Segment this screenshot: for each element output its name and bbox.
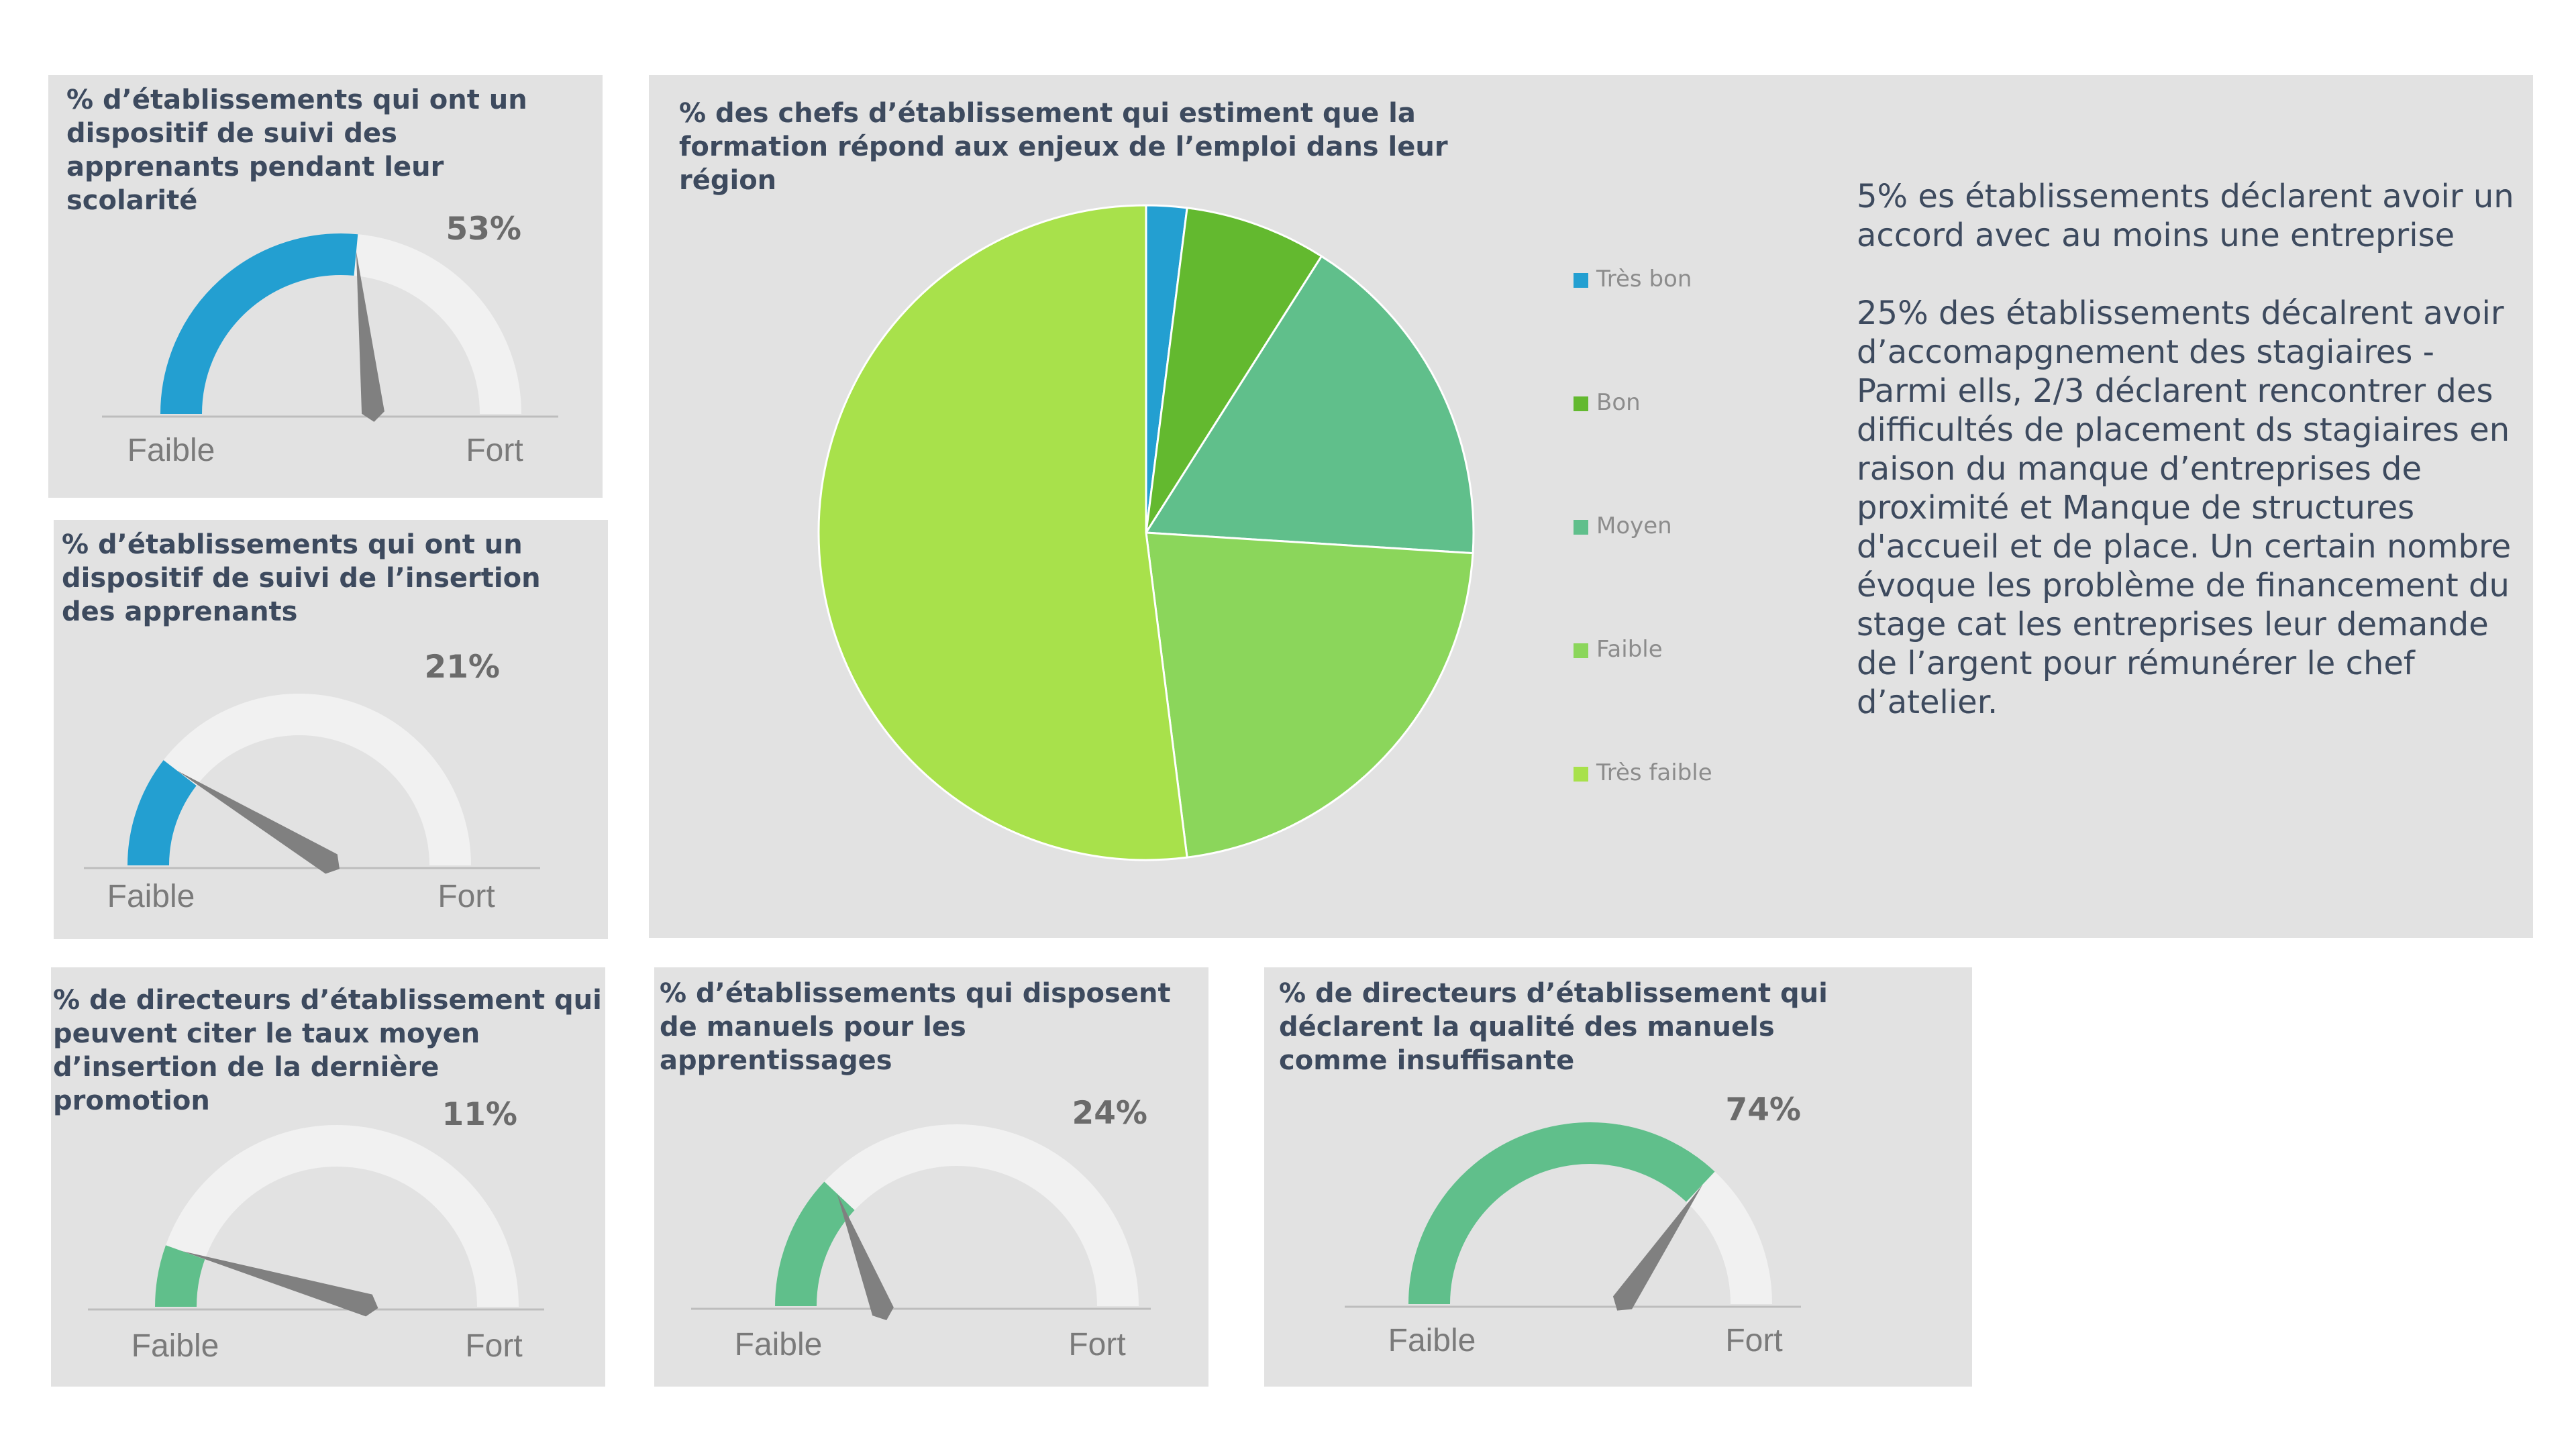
legend-swatch (1574, 273, 1588, 288)
note-paragraph-accompagnement: 25% des établissements décalrent avoir d… (1857, 294, 2512, 721)
gauge-low-label: Faible (735, 1327, 823, 1362)
gauge-needle (177, 771, 340, 874)
gauge-title: % d’établissements qui ont un dispositif… (66, 85, 527, 216)
gauge-title: % de directeurs d’établissement qui peuv… (53, 985, 602, 1116)
gauge-value-arc (155, 1245, 205, 1307)
pie-slice (817, 204, 1188, 861)
gauge-value-label: 21% (425, 649, 501, 686)
gauge-value-arc (775, 1181, 856, 1307)
gauge-high-label: Fort (1725, 1323, 1782, 1358)
gauge-value-arc (127, 760, 197, 866)
gauge-track (775, 1124, 1139, 1307)
gauge-low-label: Faible (127, 433, 215, 468)
gauge-chart: 11% Faible Fort (88, 1096, 544, 1364)
pie-title: % des chefs d’établissement qui estiment… (679, 98, 1448, 196)
gauge-high-label: Fort (437, 879, 495, 914)
pie-chart: Très bon Bon Moyen Faible Très faible (817, 204, 1712, 861)
gauge-panel-manuels: % d’établissements qui disposent de manu… (654, 967, 1208, 1387)
gauge-value-arc (160, 233, 358, 415)
gauge-needle (356, 252, 384, 422)
gauge-title: % d’établissements qui ont un dispositif… (62, 529, 541, 627)
gauge-panel-suivi-scolarite: % d’établissements qui ont un dispositif… (48, 75, 603, 498)
legend-label: Moyen (1596, 513, 1672, 539)
gauge-low-label: Faible (1388, 1323, 1476, 1358)
gauge-panel-qualite-manuels: % de directeurs d’établissement qui décl… (1264, 967, 1972, 1387)
notes: 5% es établissements déclarent avoir un … (1857, 177, 2518, 722)
legend-label: Très bon (1596, 266, 1692, 292)
legend-swatch (1574, 767, 1588, 782)
gauge-chart: 21% Faible Fort (84, 649, 540, 914)
gauge-value-label: 24% (1072, 1095, 1148, 1132)
legend-swatch (1574, 520, 1588, 535)
legend-label: Faible (1596, 636, 1663, 663)
legend-swatch (1574, 643, 1588, 658)
gauge-high-label: Fort (465, 1328, 522, 1364)
gauge-high-label: Fort (466, 433, 523, 468)
gauge-panel-taux-insertion: % de directeurs d’établissement qui peuv… (51, 967, 605, 1387)
gauge-high-label: Fort (1068, 1327, 1125, 1362)
gauge-title: % d’établissements qui disposent de manu… (660, 978, 1171, 1076)
gauge-needle (837, 1193, 894, 1321)
gauge-title: % de directeurs d’établissement qui décl… (1279, 978, 1828, 1076)
gauge-needle (1612, 1184, 1703, 1311)
gauge-needle (182, 1251, 378, 1317)
note-paragraph-accord: 5% es établissements déclarent avoir un … (1857, 178, 2514, 254)
gauge-low-label: Faible (107, 879, 195, 914)
gauge-track (155, 1125, 519, 1307)
gauge-chart: 24% Faible Fort (691, 1095, 1151, 1362)
pie-slice (1144, 254, 1475, 555)
gauge-value-label: 74% (1726, 1091, 1802, 1128)
pie-panel: % des chefs d’établissement qui estiment… (649, 75, 2533, 938)
legend-swatch (1574, 396, 1588, 411)
gauge-value-arc (1408, 1122, 1715, 1305)
gauge-panel-suivi-insertion: % d’établissements qui ont un dispositif… (54, 520, 608, 939)
gauge-chart: 53% Faible Fort (102, 211, 558, 468)
legend-label: Très faible (1596, 759, 1712, 786)
gauge-low-label: Faible (132, 1328, 219, 1364)
pie-slice (1145, 531, 1474, 859)
gauge-value-label: 53% (446, 211, 522, 248)
gauge-chart: 74% Faible Fort (1345, 1091, 1802, 1358)
gauge-value-label: 11% (442, 1096, 518, 1133)
pie-legend: Très bon Bon Moyen Faible Très faible (1574, 266, 1712, 786)
legend-label: Bon (1596, 389, 1641, 416)
pie-slice (1145, 207, 1323, 533)
